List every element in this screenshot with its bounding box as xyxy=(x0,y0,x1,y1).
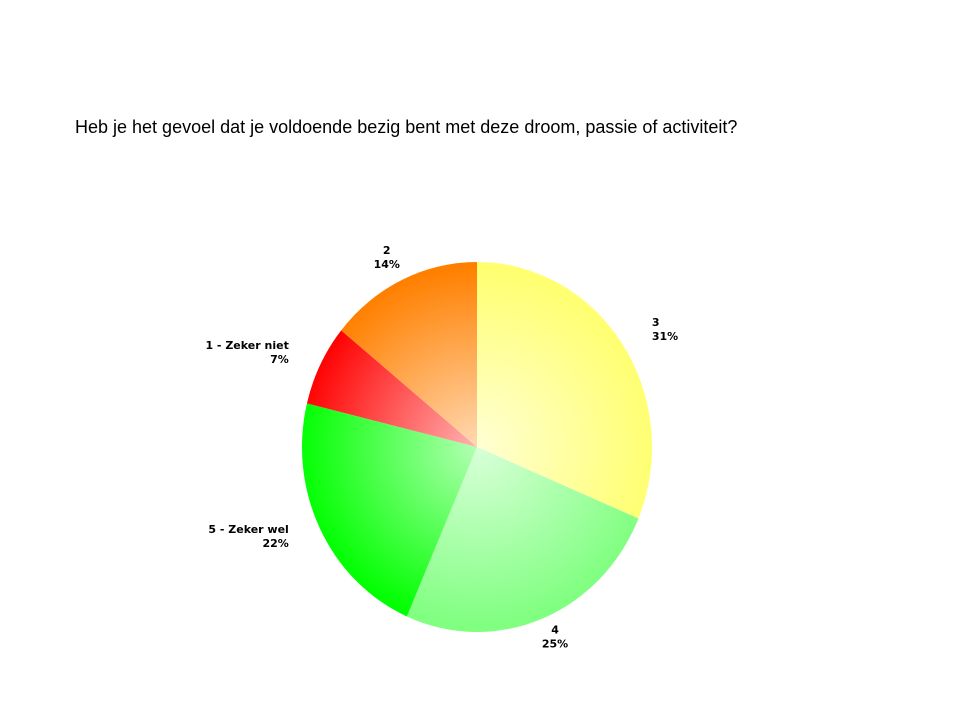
slice-value-label: 22% xyxy=(262,537,288,550)
slice-label: 3 xyxy=(652,316,660,329)
slice-label: 1 - Zeker niet xyxy=(205,339,288,352)
slice-value-label: 7% xyxy=(270,353,289,366)
slice-value-label: 14% xyxy=(374,258,400,271)
slice-label: 2 xyxy=(383,244,391,257)
slice-label: 4 xyxy=(551,623,559,636)
chart-title: Heb je het gevoel dat je voldoende bezig… xyxy=(75,117,737,137)
slice-label: 5 - Zeker wel xyxy=(208,523,288,536)
pie-shine xyxy=(302,262,652,632)
slice-value-label: 25% xyxy=(542,637,568,650)
slice-value-label: 31% xyxy=(652,330,678,343)
pie xyxy=(302,262,652,632)
